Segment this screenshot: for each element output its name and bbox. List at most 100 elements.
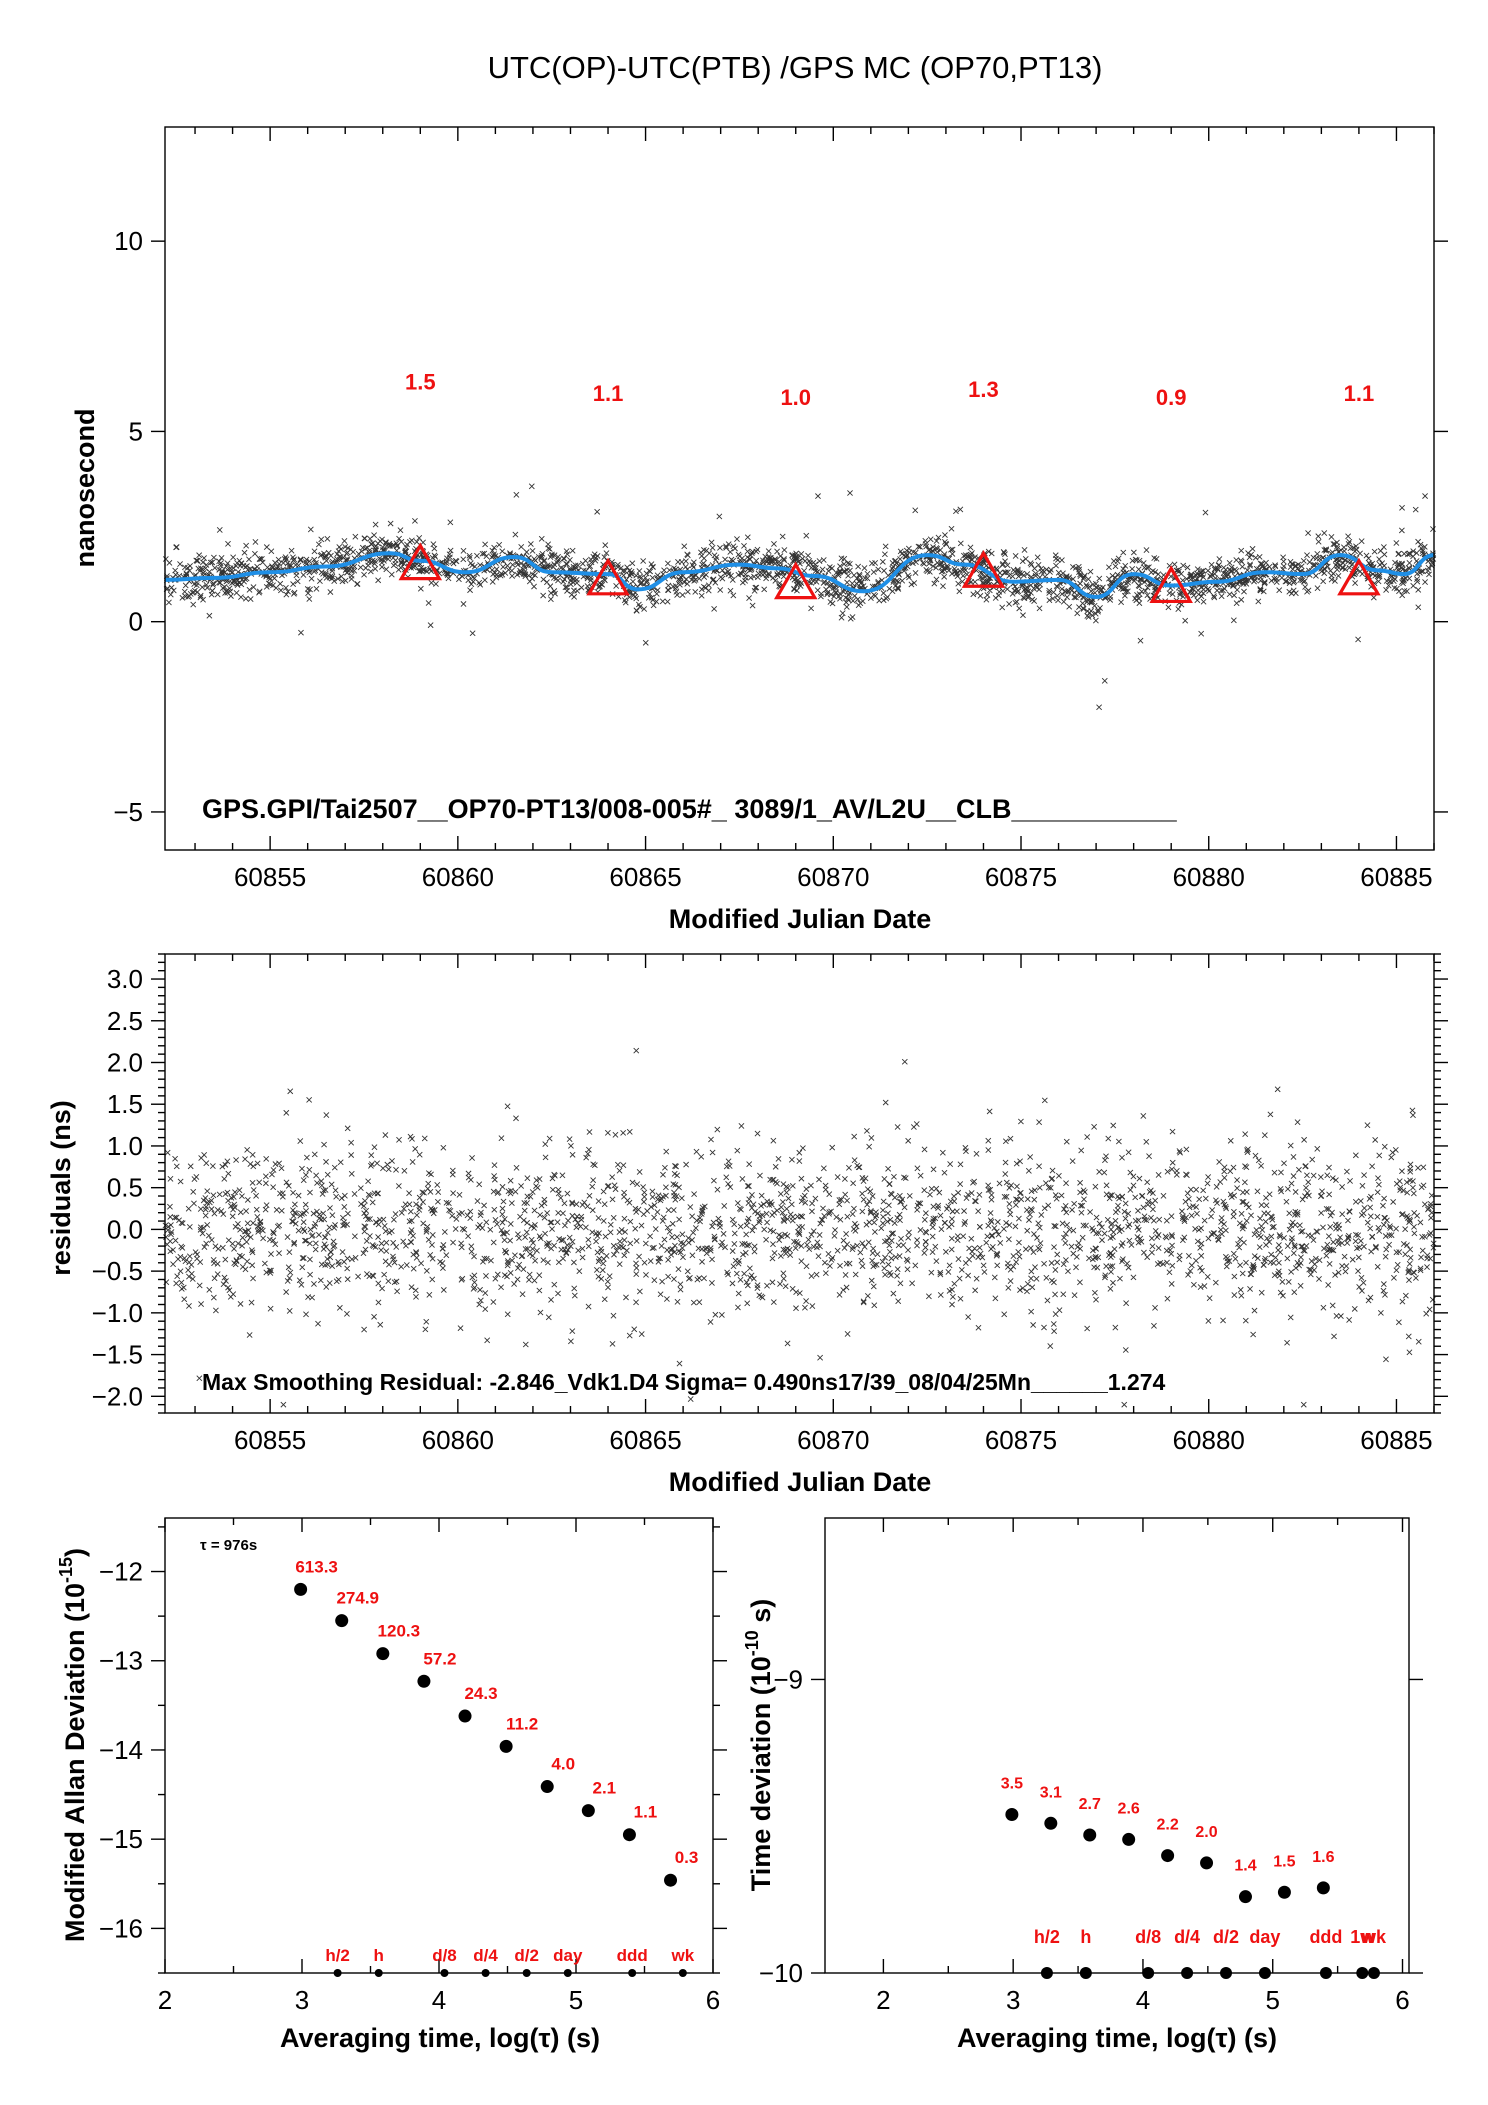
residuals-data-point xyxy=(789,1213,796,1220)
residuals-data-point xyxy=(178,1279,185,1286)
residuals-data-point xyxy=(324,1229,331,1236)
residuals-data-point xyxy=(267,1305,274,1312)
top-data-point xyxy=(323,557,330,564)
top-data-point xyxy=(219,585,226,591)
top-triangle-marker xyxy=(586,557,630,596)
top-data-point xyxy=(1331,541,1338,548)
residuals-data-point xyxy=(1198,1252,1205,1259)
residuals-data-point xyxy=(882,1271,888,1278)
top-data-point xyxy=(681,543,688,550)
residuals-data-point xyxy=(1316,1275,1322,1282)
residuals-data-point xyxy=(672,1181,679,1188)
residuals-data-point xyxy=(1299,1228,1306,1235)
residuals-data-point xyxy=(215,1245,222,1252)
residuals-data-point xyxy=(761,1226,768,1233)
top-data-point xyxy=(449,558,456,565)
residuals-data-point xyxy=(1367,1204,1374,1211)
residuals-data-point xyxy=(749,1227,756,1234)
residuals-data-point xyxy=(530,1239,537,1246)
residuals-data-point xyxy=(1220,1317,1226,1324)
top-data-point xyxy=(944,564,951,571)
residuals-data-point xyxy=(676,1184,682,1191)
residuals-data-point xyxy=(479,1225,486,1231)
residuals-data-point xyxy=(603,1253,610,1259)
residuals-data-point xyxy=(817,1220,824,1227)
top-data-point xyxy=(601,554,608,561)
top-data-point xyxy=(1345,558,1352,565)
residuals-data-point xyxy=(291,1201,298,1208)
top-data-point xyxy=(293,572,300,579)
residuals-data-point xyxy=(621,1189,628,1196)
top-data-point xyxy=(1346,538,1353,545)
residuals-data-point xyxy=(468,1243,475,1250)
residuals-data-point xyxy=(476,1221,483,1228)
residuals-data-point xyxy=(393,1243,400,1250)
residuals-data-point xyxy=(1128,1242,1135,1248)
residuals-data-point xyxy=(1339,1263,1345,1269)
residuals-data-point xyxy=(546,1135,553,1142)
residuals-data-point xyxy=(1024,1280,1031,1287)
residuals-data-point xyxy=(684,1268,691,1275)
top-data-point xyxy=(1059,586,1065,592)
residuals-data-point xyxy=(1091,1123,1098,1130)
residuals-data-point xyxy=(1028,1268,1035,1275)
residuals-data-point xyxy=(1013,1259,1020,1266)
residuals-data-point xyxy=(547,1219,554,1226)
residuals-data-point xyxy=(555,1290,561,1297)
top-data-point xyxy=(870,569,877,575)
residuals-data-point xyxy=(872,1229,878,1235)
residuals-data-point xyxy=(618,1227,625,1233)
top-data-point xyxy=(741,542,747,549)
top-y-axis-title: nanosecond xyxy=(70,408,100,567)
residuals-data-point xyxy=(1402,1292,1409,1299)
top-data-point xyxy=(838,614,845,621)
residuals-data-point xyxy=(1407,1246,1414,1253)
residuals-data-point xyxy=(1105,1135,1112,1142)
residuals-data-point xyxy=(770,1137,777,1144)
residuals-data-point xyxy=(1051,1223,1058,1229)
residuals-data-point xyxy=(1326,1164,1332,1171)
residuals-data-point xyxy=(984,1233,991,1240)
residuals-data-point xyxy=(846,1164,852,1171)
residuals-data-point xyxy=(371,1144,378,1151)
residuals-data-point xyxy=(1380,1281,1387,1288)
residuals-data-point xyxy=(384,1161,391,1168)
residuals-data-point xyxy=(1360,1210,1367,1217)
residuals-data-point xyxy=(1052,1291,1058,1298)
residuals-data-point xyxy=(181,1296,188,1303)
top-data-point xyxy=(1012,552,1019,559)
top-data-point xyxy=(1243,580,1250,587)
residuals-data-point xyxy=(643,1271,649,1278)
top-data-point xyxy=(466,554,473,561)
top-annotation: GPS.GPI/Tai2507__OP70-PT13/008-005#_ 308… xyxy=(202,794,1178,824)
residuals-data-point xyxy=(170,1261,177,1268)
residuals-data-point xyxy=(1041,1324,1047,1331)
top-data-point xyxy=(1292,590,1299,597)
residuals-data-point xyxy=(1382,1253,1389,1260)
top-data-point xyxy=(210,554,217,561)
residuals-data-point xyxy=(621,1237,628,1243)
top-data-point xyxy=(476,579,483,586)
top-data-point xyxy=(633,595,640,602)
top-data-point xyxy=(642,639,649,646)
residuals-data-point xyxy=(756,1219,763,1226)
top-data-point xyxy=(653,590,660,597)
figure-title: UTC(OP)-UTC(PTB) /GPS MC (OP70,PT13) xyxy=(488,50,1103,85)
residuals-data-point xyxy=(233,1257,240,1264)
residuals-data-point xyxy=(357,1185,364,1192)
top-data-point xyxy=(199,584,206,591)
top-data-point xyxy=(926,560,933,567)
top-data-point xyxy=(1135,566,1142,573)
top-data-point xyxy=(413,538,420,545)
residuals-data-point xyxy=(542,1141,549,1148)
top-data-point xyxy=(880,597,887,604)
top-data-point xyxy=(375,577,382,584)
residuals-data-point xyxy=(633,1271,640,1278)
residuals-data-point xyxy=(840,1287,847,1293)
residuals-data-point xyxy=(720,1230,727,1237)
residuals-data-point xyxy=(965,1314,972,1320)
residuals-y-tick-label: 2.0 xyxy=(107,1047,143,1077)
top-data-point xyxy=(1328,576,1335,583)
residuals-data-point xyxy=(627,1240,634,1247)
residuals-data-point xyxy=(808,1273,815,1279)
